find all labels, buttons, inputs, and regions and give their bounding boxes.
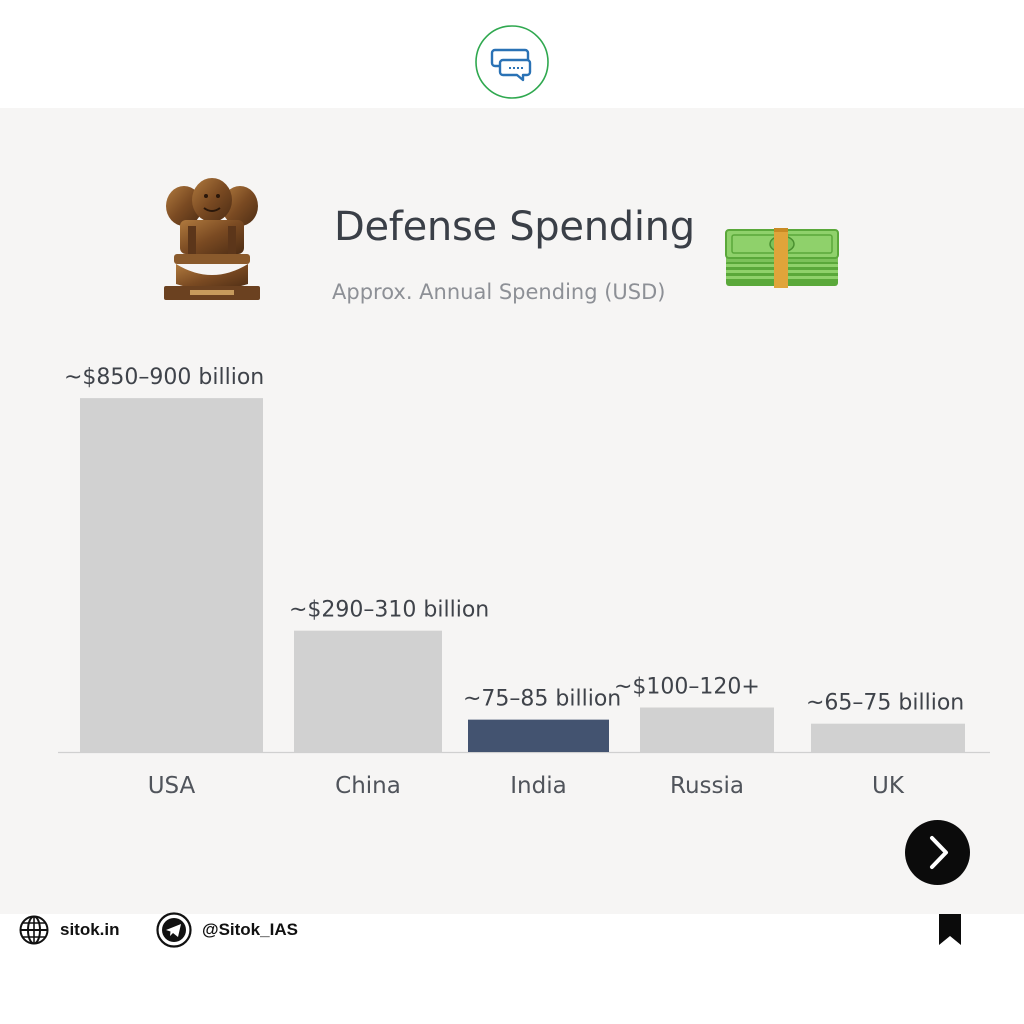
website-label: sitok.in <box>60 920 120 939</box>
telegram-icon <box>156 912 192 948</box>
bar-russia <box>640 707 774 752</box>
chart-subtitle: Approx. Annual Spending (USD) <box>332 280 666 304</box>
bookmark-icon[interactable] <box>938 914 962 946</box>
value-label-russia: ~$100–120+ <box>614 675 760 700</box>
category-label-russia: Russia <box>670 773 744 799</box>
telegram-link[interactable]: @Sitok_IAS <box>156 912 298 948</box>
category-label-uk: UK <box>872 773 905 799</box>
category-label-usa: USA <box>148 773 196 799</box>
category-label-china: China <box>335 773 401 799</box>
chevron-right-icon <box>930 836 948 869</box>
bar-china <box>294 630 442 752</box>
telegram-handle: @Sitok_IAS <box>202 920 298 939</box>
top-header <box>0 0 1024 108</box>
bar-uk <box>811 723 965 752</box>
money-stack-icon <box>725 228 839 288</box>
value-label-usa: ~$850–900 billion <box>64 365 264 390</box>
value-label-china: ~$290–310 billion <box>289 598 489 623</box>
value-label-india: ~75–85 billion <box>463 687 621 712</box>
national-emblem-lion-capital-icon <box>164 178 260 300</box>
footer: sitok.in @Sitok_IAS <box>0 912 1024 1024</box>
next-slide-button[interactable] <box>905 820 970 885</box>
bar-usa <box>80 398 263 752</box>
category-label-india: India <box>510 773 566 799</box>
chart-title: Defense Spending <box>334 204 695 250</box>
website-link[interactable]: sitok.in <box>18 914 120 946</box>
chat-bubbles-logo-icon <box>475 25 549 99</box>
value-label-uk: ~65–75 billion <box>806 691 964 716</box>
globe-icon <box>19 915 49 945</box>
bar-india <box>468 719 609 752</box>
